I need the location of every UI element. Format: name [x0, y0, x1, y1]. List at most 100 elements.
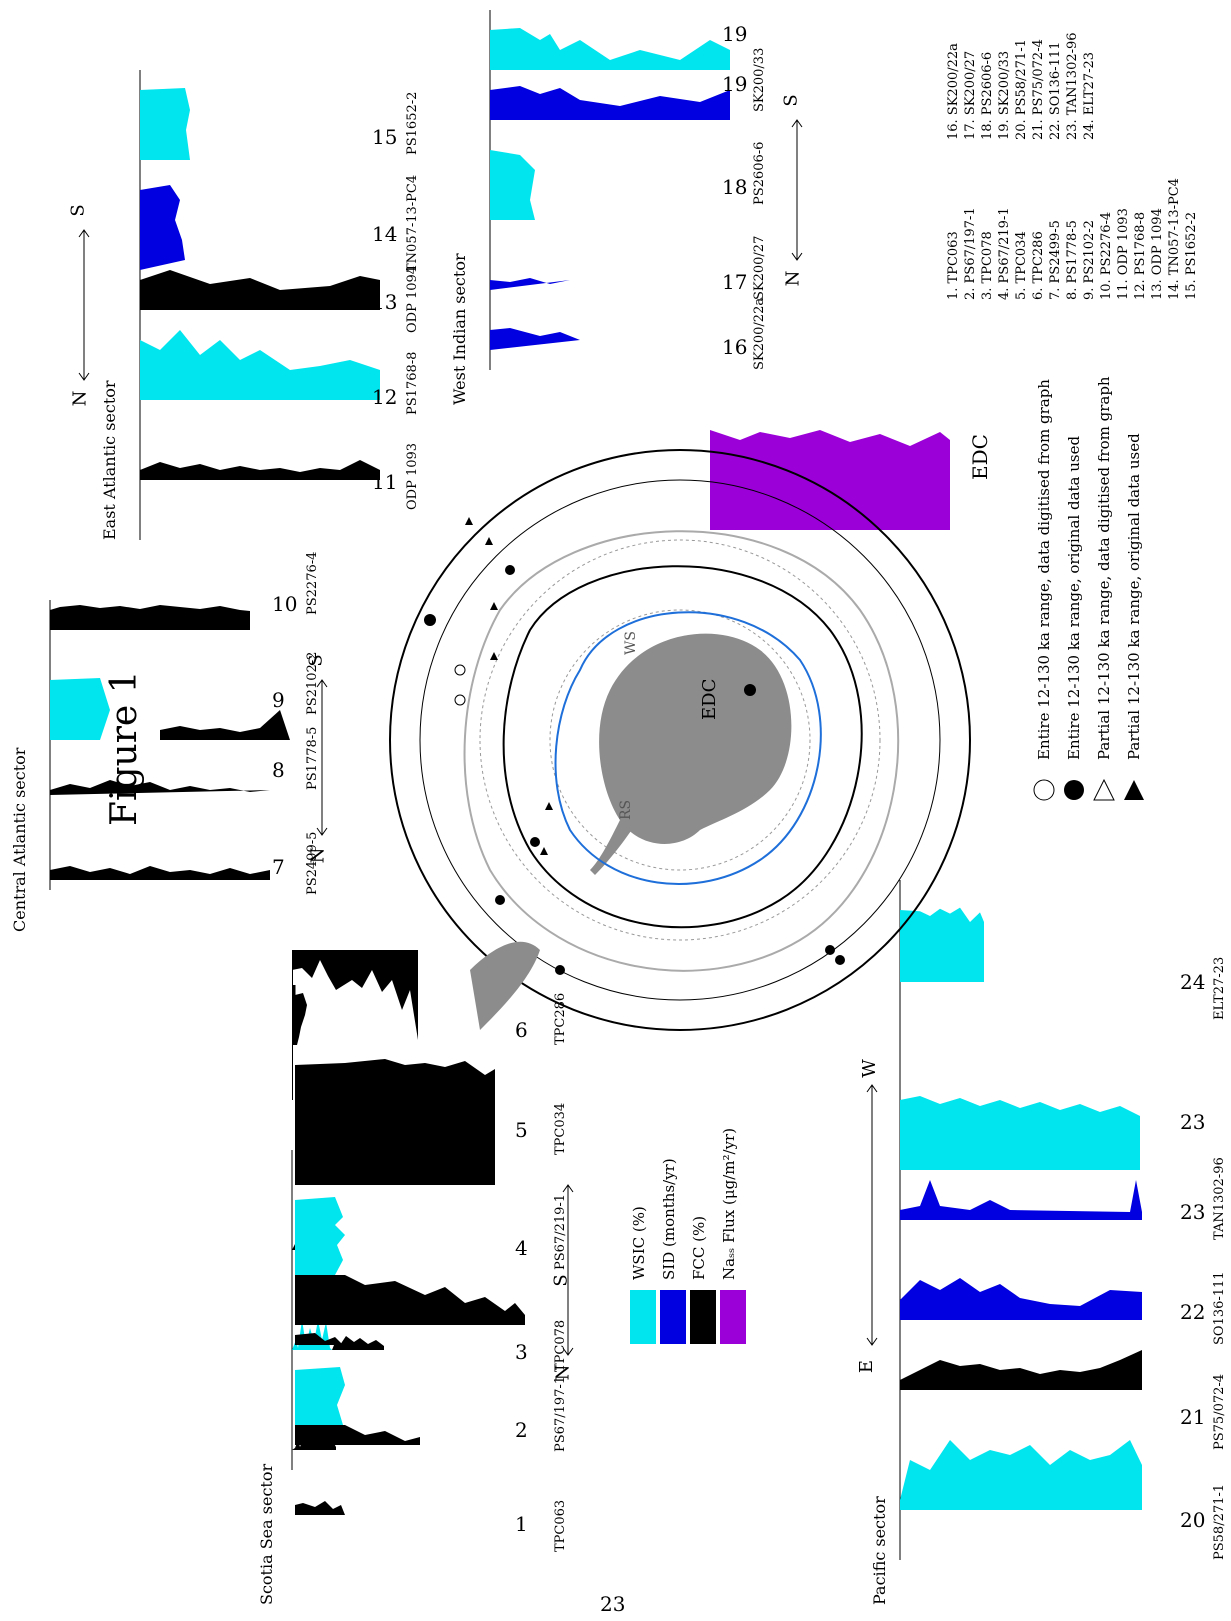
- panel-4-wsic-series: [295, 1197, 345, 1275]
- panel-4-fcc-series: [295, 1275, 525, 1325]
- panel-22-sid-series: [900, 1278, 1142, 1320]
- core-marker-1: [540, 847, 548, 855]
- color-legend: [630, 1290, 750, 1530]
- core-list-1-item: 14. TN057-13-PC4: [1167, 178, 1182, 300]
- core-list-1-item: 7. PS2499-5: [1048, 220, 1063, 300]
- panel-23b-wsic-series: [900, 1096, 1140, 1170]
- panel-2-fcc: [332, 1336, 384, 1350]
- core-marker-23: [825, 945, 835, 955]
- panel-6-fcc-series: [295, 993, 307, 1045]
- core-list-2-item: 22. SO136-111: [1048, 41, 1063, 140]
- core-list-2-item: 18. PS2606-6: [980, 51, 995, 140]
- panel-19b-wsic-series: [490, 28, 730, 70]
- symbol-legend-3: Partial 12-130 ka range, data digitised …: [1095, 376, 1113, 760]
- panel-1-core: TPC063: [553, 1499, 568, 1552]
- pacific-chart-area: [899, 880, 1142, 1560]
- panel-10-fcc-series: [50, 605, 250, 630]
- east-ns-arrow: [78, 229, 90, 381]
- legend-label-fcc: FCC (%): [690, 1215, 708, 1280]
- core-list-2-item: 20. PS58/271-1: [1014, 39, 1029, 140]
- antarctic-peninsula: [590, 820, 635, 875]
- map-label-ws: WS: [623, 631, 639, 655]
- panel-11-fcc-series: [140, 460, 380, 480]
- core-marker-5: [545, 802, 553, 810]
- page-number: 23: [600, 1592, 626, 1616]
- core-list-1-text: 1. TPC063 2. PS67/197-1 3. TPC078 4. PS6…: [945, 178, 1200, 300]
- pacific-ew-arrow: [866, 1084, 878, 1346]
- central-n-label: N: [307, 847, 329, 864]
- panel-12-wsic-series: [140, 330, 380, 400]
- sector-title-east-atlantic: East Atlantic sector: [100, 380, 119, 540]
- core-marker-9: [490, 652, 498, 660]
- panel-22-core: SO136-111: [1212, 1271, 1227, 1345]
- panel-24-wsic-series: [900, 907, 984, 982]
- panel-6-fcc: [292, 950, 418, 1040]
- pacific-w-label: W: [858, 1059, 880, 1078]
- core-list-1-item: 12. PS1768-8: [1133, 211, 1148, 300]
- edc-chart: [710, 430, 950, 530]
- legend-label-wsic: WSIC (%): [630, 1206, 648, 1280]
- panel-9-fcc-series: [160, 710, 290, 740]
- panel-15-core: PS1652-2: [405, 91, 420, 155]
- panel-14-number: 14: [372, 222, 398, 246]
- core-list-1-item: 2. PS67/197-1: [963, 207, 978, 300]
- panel-2-number: 2: [515, 1418, 528, 1442]
- scotia-n-label: N: [552, 1364, 574, 1381]
- core-list-1-item: 5. TPC034: [1014, 231, 1029, 300]
- map-label-rs: RS: [618, 800, 634, 820]
- panel-22-number: 22: [1180, 1300, 1206, 1324]
- symbol-legend-markers: [1033, 778, 1144, 801]
- filled-circle-icon: [1064, 780, 1084, 800]
- panel-8-fcc-series: [50, 780, 270, 795]
- edc-na-flux-series: [710, 430, 950, 530]
- ice-edge-line: [554, 611, 822, 885]
- core-marker-22: [835, 955, 845, 965]
- core-marker-17: [485, 537, 493, 545]
- panel-17-number: 17: [722, 270, 748, 294]
- legend-swatch-wsic: [630, 1290, 656, 1344]
- core-list-1-item: 1. TPC063: [946, 231, 961, 300]
- pacific-e-label: E: [856, 1359, 878, 1374]
- scotia-chart-area: [293, 985, 525, 1515]
- panel-15-wsic-series: [140, 88, 190, 160]
- east-s-label: S: [67, 204, 89, 217]
- west-s-label: S: [780, 94, 802, 107]
- panel-6-number: 6: [515, 1018, 528, 1042]
- panel-16-sid-series: [490, 328, 580, 350]
- panel-23b-number: 23: [1180, 1110, 1206, 1134]
- panel-24-number: 24: [1180, 970, 1206, 994]
- east-atlantic-chart-area: [139, 70, 380, 540]
- core-marker-21: [555, 965, 565, 975]
- core-list-1-item: 8. PS1778-5: [1065, 220, 1080, 300]
- legend-swatch-na: [720, 1290, 746, 1344]
- core-marker-16: [465, 517, 473, 525]
- panel-21-core: PS75/072-4: [1212, 1373, 1227, 1450]
- panel-19b-number: 19: [722, 22, 748, 46]
- core-list-1-item: 9. PS2102-2: [1082, 220, 1097, 300]
- panel-20-number: 20: [1180, 1508, 1206, 1532]
- symbol-legend-1: Entire 12-130 ka range, data digitised f…: [1035, 379, 1053, 760]
- core-marker-20: [495, 895, 505, 905]
- legend-label-na: Naₛₛ Flux (μg/m²/yr): [720, 1127, 738, 1280]
- core-list-1-item: 10. PS2276-4: [1099, 211, 1114, 300]
- panel-17-core: SK200/27: [752, 235, 767, 300]
- panel-14-sid-series: [140, 185, 185, 270]
- central-s-label: S: [305, 654, 327, 667]
- open-triangle-icon: [1093, 778, 1115, 801]
- panel-10-number: 10: [272, 592, 298, 616]
- antarctic-map: EDC WS RS: [389, 449, 971, 1031]
- scotia-panels: [282, 950, 542, 1550]
- south-america-land: [470, 941, 540, 1030]
- panel-1-number: 1: [515, 1512, 528, 1536]
- core-list-1-item: 4. PS67/219-1: [997, 207, 1012, 300]
- central-ns-arrow: [316, 679, 328, 836]
- panel-18-wsic-series: [490, 150, 535, 220]
- edc-site-marker: [744, 684, 756, 696]
- core-list-2-item: 16. SK200/22a: [946, 43, 961, 140]
- panel-18-core: PS2606-6: [752, 141, 767, 205]
- saf-line: [463, 530, 900, 972]
- filled-triangle-icon: [1124, 780, 1144, 800]
- panel-15-number: 15: [372, 125, 398, 149]
- panel-5-fcc-series: [295, 1059, 495, 1185]
- panel-13-fcc-series: [140, 270, 380, 310]
